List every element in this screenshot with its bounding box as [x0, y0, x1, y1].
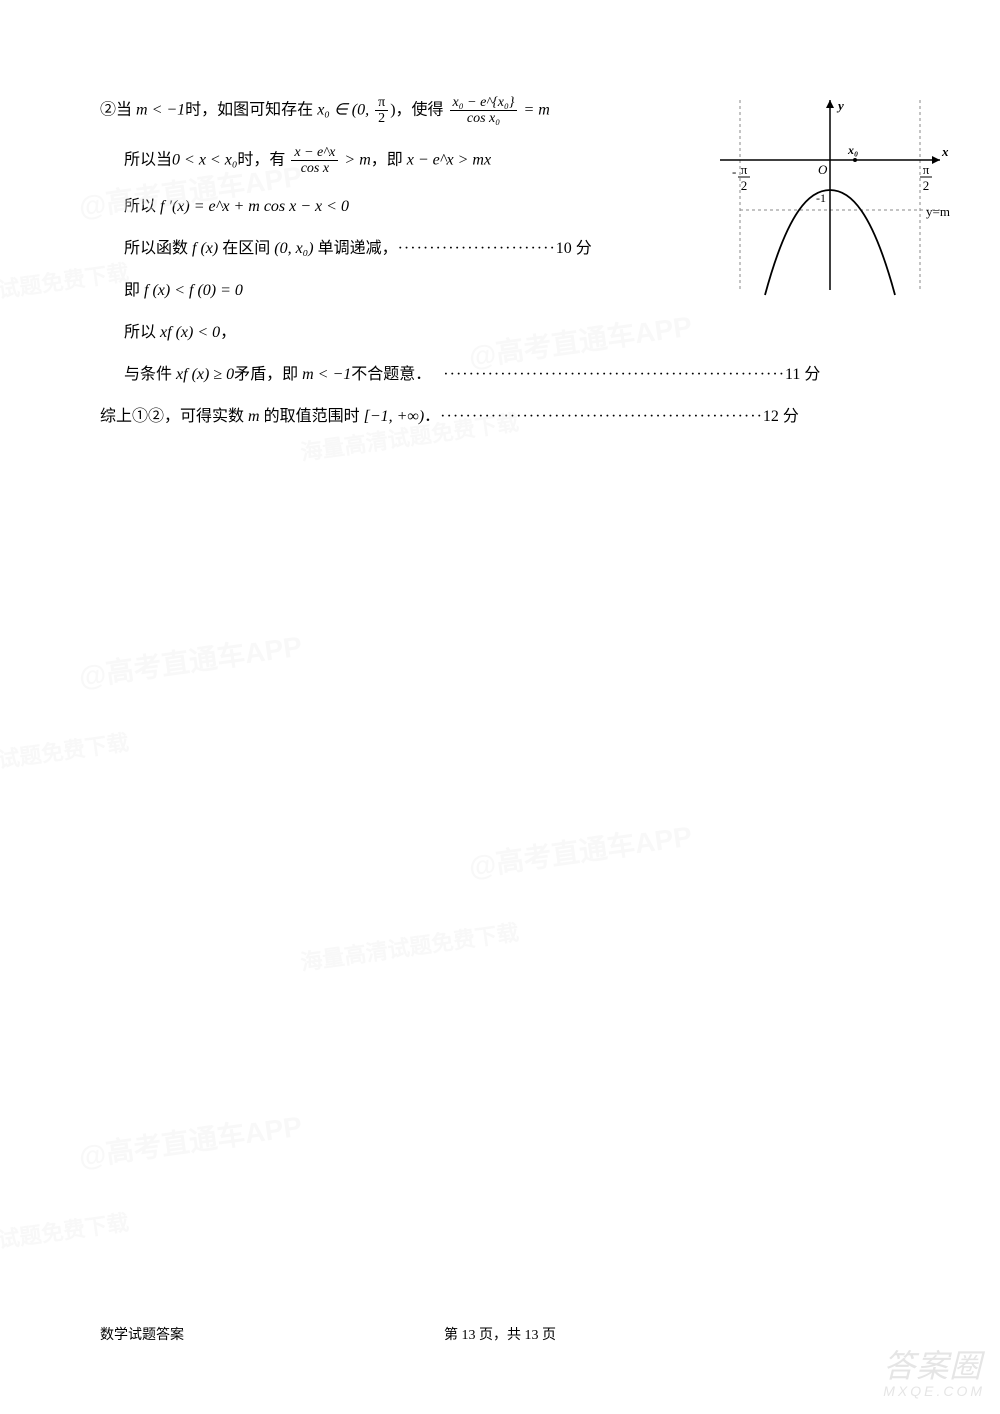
l7-expr: xf (x) ≥ 0: [172, 366, 234, 383]
l1-frac-den: 2: [375, 111, 388, 126]
l7-prefix: 与条件: [124, 366, 172, 383]
content-area: y x O x₀ -1 y=m - π 2 π 2 ②当 m < −1时，如图可…: [100, 95, 900, 447]
l8-dots: ········································…: [440, 405, 763, 429]
corner-wm-sub: MXQE.COM: [883, 1383, 985, 1399]
line-6: 所以 xf (x) < 0，: [100, 321, 900, 345]
l2-cond: 0 < x < x₀: [172, 151, 237, 168]
l7-tail: 不合题意．: [351, 366, 431, 383]
l2-frac: x − e^xcos x: [291, 145, 338, 177]
l3-prefix: 所以: [124, 198, 156, 215]
l8-m: m: [244, 408, 264, 425]
watermark-instance: @高考直通车APP海量高清试题免费下载: [76, 1105, 309, 1208]
l1-after: )，使得: [390, 102, 447, 119]
l2-prefix: 所以当: [124, 151, 172, 168]
l3-expr: f ′(x) = e^x + m cos x − x < 0: [156, 198, 349, 215]
l2-frac-num: x − e^x: [291, 145, 338, 161]
l7-mid: 矛盾，即: [234, 366, 298, 383]
l2-gt: > m: [340, 151, 370, 168]
l4-score: 10 分: [556, 240, 592, 257]
neg-sign: -: [732, 164, 736, 179]
l7-dots: ········································…: [443, 363, 785, 387]
ym-label: y=m: [926, 204, 950, 219]
x-arrow: [932, 156, 940, 164]
l4-interval: (0, x₀): [270, 240, 317, 257]
l2-mid: 时，有: [237, 151, 289, 168]
origin-label: O: [818, 162, 828, 177]
graph-svg: y x O x₀ -1 y=m - π 2 π 2: [710, 90, 950, 300]
watermark-instance: @高考直通车APP海量高清试题免费下载: [76, 625, 309, 728]
corner-watermark: 答案圈 MXQE.COM: [883, 1341, 985, 1399]
l7-m: m < −1: [298, 366, 351, 383]
x0-label: x₀: [847, 143, 858, 157]
l1-rhs-num: x₀ − e^{x₀}: [450, 95, 518, 111]
l2-after: ，即: [371, 151, 403, 168]
neg-pi2-den: 2: [741, 178, 748, 193]
l4-tail: 单调递减，: [318, 240, 398, 257]
l1-frac-num: π: [375, 95, 388, 111]
neg1-label: -1: [816, 191, 826, 205]
l2-expr: x − e^x > mx: [403, 151, 491, 168]
l4-dots: ·························: [398, 237, 556, 261]
l8-mid: 的取值范围时: [264, 408, 360, 425]
l1-rhs-den: cos x₀: [464, 111, 503, 126]
l1-x0: x₀ ∈ (0,: [313, 102, 373, 119]
l8-score: 12 分: [763, 408, 799, 425]
l6-expr: xf (x) < 0: [156, 324, 220, 341]
l1-prefix: ②当: [100, 102, 132, 119]
l6-comma: ，: [220, 324, 236, 341]
l4-fx: f (x): [188, 240, 222, 257]
pos-pi2-den: 2: [923, 178, 930, 193]
pos-pi2-num: π: [923, 162, 930, 177]
l4-prefix: 所以函数: [124, 240, 188, 257]
l4-mid: 在区间: [222, 240, 270, 257]
l1-eq: = m: [519, 102, 549, 119]
watermark-instance: @高考直通车APP海量高清试题免费下载: [466, 815, 699, 918]
page-footer: 数学试题答案 第 13 页，共 13 页: [100, 1324, 900, 1344]
l1-frac: π2: [375, 95, 388, 127]
footer-left: 数学试题答案: [100, 1324, 367, 1344]
l1-rhs-frac: x₀ − e^{x₀}cos x₀: [450, 95, 518, 127]
footer-center: 第 13 页，共 13 页: [367, 1324, 634, 1344]
l1-m: m < −1: [132, 102, 185, 119]
l5-expr: f (x) < f (0) = 0: [140, 282, 243, 299]
line-8: 综上①②，可得实数 m 的取值范围时 [−1, +∞)．············…: [100, 405, 900, 429]
l6-prefix: 所以: [124, 324, 156, 341]
x0-point: [853, 158, 857, 162]
function-graph: y x O x₀ -1 y=m - π 2 π 2: [710, 90, 950, 300]
neg-pi2-num: π: [741, 162, 748, 177]
l5-prefix: 即: [124, 282, 140, 299]
l7-score: 11 分: [785, 366, 820, 383]
y-arrow: [826, 100, 834, 108]
l1-mid: 时，如图可知存在: [185, 102, 313, 119]
corner-wm-main: 答案圈: [883, 1348, 982, 1384]
l8-range: [−1, +∞): [360, 408, 425, 425]
y-label: y: [836, 98, 844, 113]
l8-prefix: 综上①②，可得实数: [100, 408, 244, 425]
line-7: 与条件 xf (x) ≥ 0矛盾，即 m < −1不合题意． ·········…: [100, 363, 900, 387]
l2-frac-den: cos x: [298, 161, 332, 176]
l8-period: ．: [424, 408, 440, 425]
footer-right: [633, 1324, 900, 1344]
x-label: x: [941, 144, 949, 159]
